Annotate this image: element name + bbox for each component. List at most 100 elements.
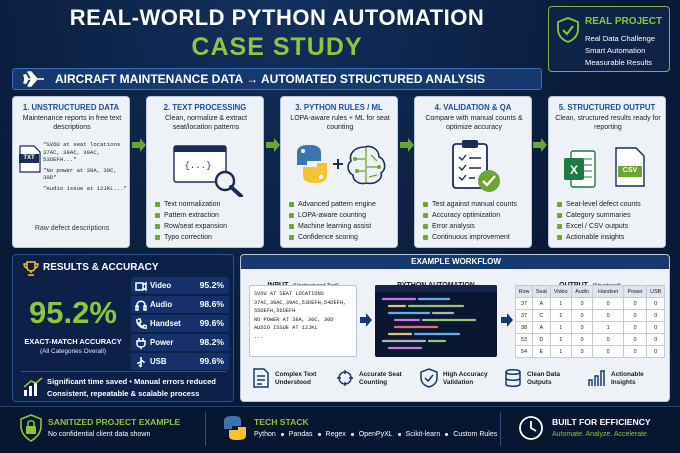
input-line: NO POWER AT 38A, 30C, 30D <box>254 316 334 323</box>
chart-icon <box>23 377 43 396</box>
table-cell: 37 <box>514 309 534 322</box>
table-cell: 0 <box>646 309 665 322</box>
icon-shape <box>588 370 605 386</box>
sample-text: "SVOU at seat locations 37AC, 38AC, 39AC… <box>43 141 121 163</box>
column-header: Video <box>549 285 572 298</box>
icon <box>420 368 438 388</box>
table-cell: 1 <box>549 345 572 358</box>
table-cell: 0 <box>592 345 624 358</box>
table-cell: 0 <box>570 309 594 322</box>
step-arrow <box>132 138 146 152</box>
file-icon-label: TXT <box>23 155 35 161</box>
category-value: 99.6% <box>199 356 224 366</box>
python-ml-icon <box>297 145 386 185</box>
separator-dot <box>280 433 284 436</box>
category-row: Audio 98.6% <box>131 296 229 313</box>
separator-dot <box>445 433 449 436</box>
step-arrow <box>400 138 414 152</box>
table-cell: 0 <box>570 333 594 346</box>
results-panel: RESULTS & ACCURACY 95.2% EXACT-MATCH ACC… <box>12 254 234 402</box>
plane-icon <box>23 71 44 87</box>
output-table: Row Seat Video Audio Handset Power USB 37 A 1 0 0 0 0… <box>514 285 665 358</box>
table-cell: 0 <box>592 309 624 322</box>
bullet: Row/seat expansion <box>155 221 263 232</box>
column-header: USB <box>646 285 665 298</box>
table-cell: 0 <box>570 321 594 334</box>
icon-shape <box>137 357 145 368</box>
badge-item: Real Data Challenge <box>585 34 656 43</box>
workflow-panel: EXAMPLE WORKFLOW INPUT (Unstructured Tex… <box>240 254 670 402</box>
bullet: Category summaries <box>557 210 665 221</box>
shield-icon <box>557 17 579 43</box>
separator-dot <box>397 433 401 436</box>
step-caption: Raw defect descriptions <box>34 225 110 232</box>
efficiency-title: BUILT FOR EFFICIENCY <box>552 417 651 427</box>
step-card: 4. VALIDATION & QA Compare with manual c… <box>414 96 532 248</box>
separator-dot <box>350 433 354 436</box>
summary: Significant time saved • Manual errors r… <box>47 376 216 400</box>
input-line: 37AC,38AC,39AC,53DEFH,54DEFH, <box>254 299 347 306</box>
step-arrow <box>266 138 280 152</box>
window-icon <box>173 145 243 197</box>
step-description: Maintenance reports in free text descrip… <box>22 115 122 131</box>
category-value: 95.2% <box>199 280 224 290</box>
table-cell: A <box>532 321 551 334</box>
bullet: Excel / CSV outputs <box>557 221 665 232</box>
table-cell: 54 <box>514 345 534 358</box>
bullet: Pattern extraction <box>155 210 263 221</box>
table-cell: 0 <box>646 345 665 358</box>
category-value: 99.6% <box>199 318 224 328</box>
bullet: Advanced pattern engine <box>289 199 397 210</box>
step-title: 5. STRUCTURED OUTPUT <box>558 103 656 112</box>
stack-item: Custom Rules <box>453 431 498 438</box>
bullet-list: Test against manual counts Accuracy optim… <box>423 199 531 243</box>
table-cell: 0 <box>592 297 624 310</box>
category-value: 98.6% <box>199 299 224 309</box>
table-cell: 1 <box>549 321 572 334</box>
excel-icon-label: X <box>569 163 578 177</box>
table-cell: 0 <box>622 309 648 322</box>
category-rows: Video 95.2% Audio 98.6% Handset 99.6% Power 98.… <box>131 277 229 372</box>
sanitized-title: SANITIZED PROJECT EXAMPLE <box>48 417 181 427</box>
bullet: Actionable insights <box>557 232 665 243</box>
stack-item: Python <box>254 431 276 438</box>
icon-shape <box>420 368 438 388</box>
badge-item: Smart Automation <box>585 46 646 55</box>
category-label: USB <box>150 357 167 366</box>
bullet: Accuracy optimization <box>423 210 531 221</box>
table-cell: 53 <box>514 333 534 346</box>
table-cell: 1 <box>549 297 572 310</box>
icon <box>337 370 353 386</box>
step-card: 3. PYTHON RULES / ML LOPA-aware rules + … <box>280 96 398 248</box>
bullet: LOPA-aware counting <box>289 210 397 221</box>
bullet: Text normalization <box>155 199 263 210</box>
feature-row: Complex Text Understood Accurate Seat Cou… <box>245 362 667 398</box>
table-row: 38 A 1 0 1 0 0 <box>514 321 665 334</box>
table-cell: 38 <box>514 321 534 334</box>
icon-shape <box>135 300 147 311</box>
icon <box>136 338 146 349</box>
category-row: Power 98.2% <box>131 334 229 351</box>
bullet: Machine learning assist <box>289 221 397 232</box>
category-label: Audio <box>150 300 173 309</box>
table-row: 37 A 1 0 0 0 0 <box>514 297 665 310</box>
input-line: 55DEFH,56DEFH <box>254 308 296 315</box>
stack-item: OpenPyXL <box>358 431 393 438</box>
step-description: LOPA-aware rules + ML for seat counting <box>290 115 390 131</box>
input-box: SVOU AT SEAT LOCATIONS 37AC,38AC,39AC,53D… <box>249 285 357 357</box>
table-cell: 37 <box>514 297 534 310</box>
table-row: 53 D 1 0 0 0 0 <box>514 333 665 346</box>
table-cell: 0 <box>570 297 594 310</box>
input-line: AUDIO ISSUE AT 12JKL <box>254 325 318 332</box>
clipboard-icon <box>452 140 500 192</box>
stack-item: Regex <box>325 431 346 438</box>
flow-arrow <box>501 313 513 327</box>
feature-label: Accurate Seat Counting <box>359 371 402 386</box>
results-title: RESULTS & ACCURACY <box>43 262 159 273</box>
table-cell: C <box>532 309 551 322</box>
icon <box>135 300 147 311</box>
file-icon <box>19 145 41 173</box>
table-row: 37 C 1 0 0 0 0 <box>514 309 665 322</box>
table-cell: D <box>532 333 551 346</box>
